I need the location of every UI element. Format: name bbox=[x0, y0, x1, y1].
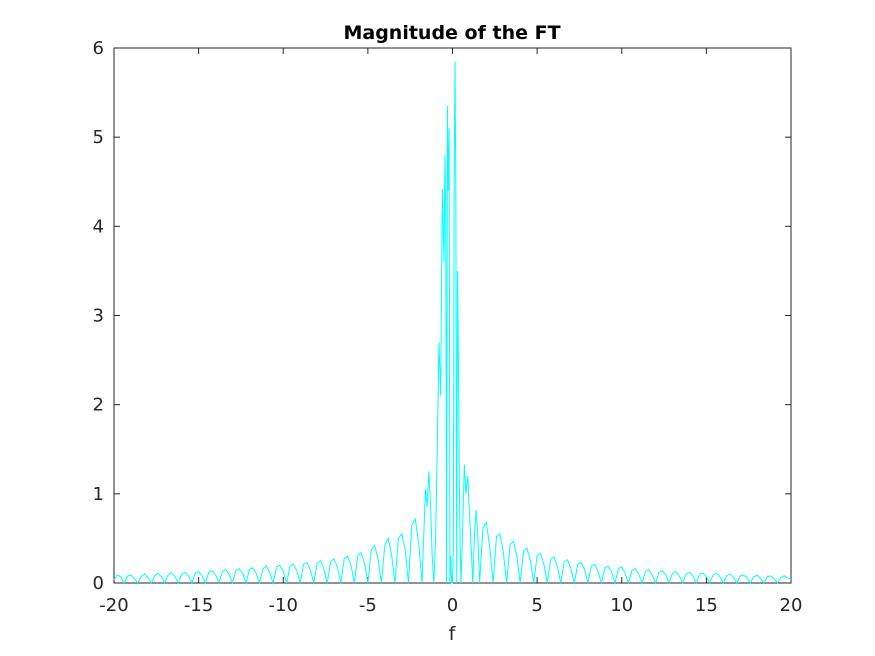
x-tick-label: -10 bbox=[269, 595, 298, 616]
x-axis-label: f bbox=[449, 623, 457, 645]
x-tick-label: -15 bbox=[184, 595, 213, 616]
x-tick-label: 15 bbox=[695, 595, 718, 616]
y-tick-label: 1 bbox=[93, 484, 104, 505]
x-tick-label: 5 bbox=[531, 595, 542, 616]
plot-area bbox=[113, 47, 792, 584]
x-tick-label: 0 bbox=[447, 595, 458, 616]
y-tick-label: 0 bbox=[93, 573, 104, 594]
y-tick-label: 4 bbox=[93, 216, 104, 237]
x-tick-label: 20 bbox=[780, 595, 803, 616]
x-tick-label: -5 bbox=[359, 595, 377, 616]
x-tick-label: -20 bbox=[99, 595, 128, 616]
x-axis-ticks: -20 -15 -10 -5 0 5 10 15 20 bbox=[99, 48, 802, 616]
y-tick-label: 5 bbox=[93, 127, 104, 148]
chart-title: Magnitude of the FT bbox=[343, 22, 560, 44]
y-axis-ticks: 0 1 2 3 4 5 6 bbox=[93, 38, 791, 594]
y-tick-label: 2 bbox=[93, 395, 104, 416]
series-line bbox=[113, 61, 792, 585]
y-tick-label: 3 bbox=[93, 306, 104, 327]
y-tick-label: 6 bbox=[93, 38, 104, 59]
x-tick-label: 10 bbox=[610, 595, 633, 616]
